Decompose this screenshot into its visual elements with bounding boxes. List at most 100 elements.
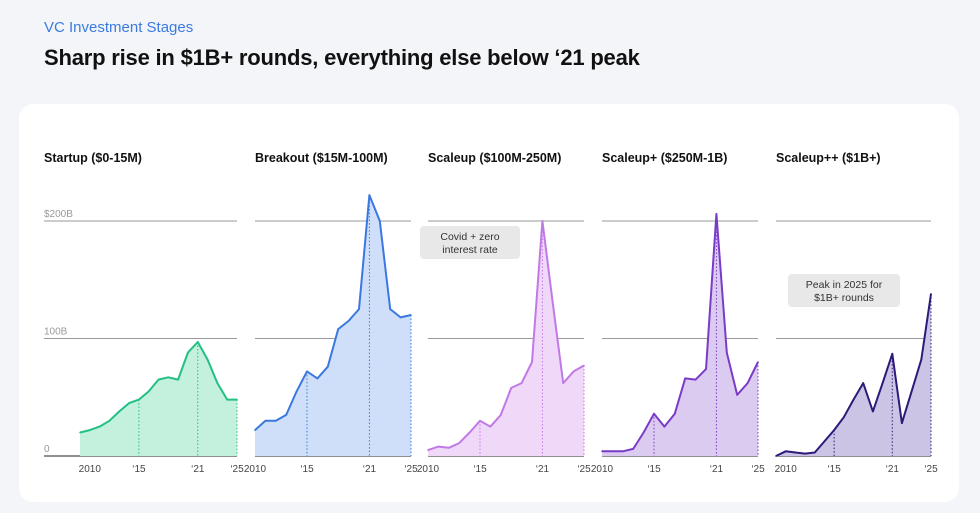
point-3-2016: [489, 425, 492, 428]
point-4-2015: [653, 412, 655, 415]
point-2-2015: [306, 370, 308, 373]
point-3-2013: [458, 442, 461, 444]
y-label-0: 0: [44, 444, 50, 455]
point-3-2017: [500, 414, 502, 416]
x-tick-2025-panel-3: ‘25: [577, 464, 591, 475]
point-4-2013: [632, 448, 634, 450]
area-2: [255, 195, 411, 456]
point-3-2012: [448, 447, 450, 449]
point-4-2012: [622, 450, 624, 453]
point-2-2018: [337, 328, 340, 330]
x-tick-2015-panel-5: ‘15: [827, 464, 841, 475]
point-4-2010: [601, 450, 603, 453]
x-tick-2025-panel-4: ‘25: [751, 464, 765, 475]
point-4-2020: [705, 368, 707, 370]
point-4-2017: [674, 412, 676, 415]
x-tick-2021-panel-3: ‘21: [536, 464, 550, 475]
point-1-2009: [79, 431, 81, 434]
point-5-2022: [901, 422, 903, 424]
annotation-text-2-1: Peak in 2025 for: [806, 279, 883, 291]
point-5-2013: [814, 451, 816, 454]
point-2-2020: [358, 308, 360, 310]
point-2-2011: [264, 420, 267, 422]
area-5: [776, 293, 931, 456]
line-3: [427, 220, 585, 452]
point-5-2016: [843, 416, 845, 419]
point-2-2023: [389, 308, 392, 310]
point-1-2024: [226, 398, 228, 401]
point-2-2021: [368, 194, 371, 196]
point-2-2019: [347, 320, 350, 322]
annotation-text-1-2: interest rate: [442, 244, 498, 256]
y-label-100: 100B: [44, 327, 68, 338]
panel-title-3: Scaleup ($100M-250M): [428, 151, 561, 165]
point-1-2022: [206, 358, 209, 361]
point-1-2011: [98, 425, 101, 428]
point-5-2021: [891, 353, 894, 355]
kicker: VC Investment Stages: [44, 19, 194, 36]
x-tick-2021-panel-1: ‘21: [191, 464, 205, 475]
area-1: [80, 342, 237, 456]
point-1-2023: [216, 382, 219, 384]
point-2-2016: [316, 377, 319, 380]
x-tick-2021-panel-5: ‘21: [886, 464, 900, 475]
x-tick-2015-panel-3: ‘15: [473, 464, 487, 475]
panel-title-2: Breakout ($15M-100M): [255, 151, 388, 165]
point-5-2017: [852, 398, 855, 401]
point-1-2018: [167, 376, 170, 379]
point-4-2018: [684, 377, 686, 380]
x-tick-2025-panel-1: ‘25: [230, 464, 244, 475]
point-1-2019: [177, 378, 179, 381]
point-2-2024: [399, 316, 402, 319]
y-label-200: $200B: [44, 209, 73, 220]
point-2-2022: [379, 220, 381, 222]
point-5-2015: [833, 429, 835, 431]
x-tick-2010-panel-5: 2010: [775, 464, 798, 475]
annotation-text-1-1: Covid + zero: [440, 231, 499, 243]
headline: Sharp rise in $1B+ rounds, everything el…: [44, 45, 640, 70]
point-5-2019: [872, 410, 874, 413]
x-tick-2010-panel-1: 2010: [79, 464, 102, 475]
point-5-2012: [804, 452, 806, 455]
point-2-2010: [254, 429, 256, 431]
x-tick-2025-panel-5: ‘25: [924, 464, 938, 475]
line-4: [602, 212, 759, 453]
point-5-2023: [910, 390, 913, 393]
annotation-box-1: [420, 226, 520, 259]
point-5-2011: [794, 451, 797, 454]
x-tick-2025-panel-2: ‘25: [404, 464, 418, 475]
x-tick-2015-panel-1: ‘15: [132, 464, 146, 475]
point-4-2016: [663, 425, 666, 428]
point-3-2014: [468, 431, 471, 434]
point-4-2024: [746, 382, 749, 384]
point-1-2013: [118, 410, 121, 413]
x-tick-2021-panel-2: ‘21: [363, 464, 377, 475]
point-3-2015: [479, 420, 481, 422]
point-4-2021: [715, 213, 718, 215]
point-4-2022: [726, 351, 728, 354]
point-1-2021: [197, 341, 199, 343]
point-1-2016: [147, 390, 150, 393]
point-3-2023: [562, 382, 564, 384]
point-3-2019: [520, 382, 523, 384]
point-1-2017: [157, 378, 160, 381]
line-2: [254, 194, 412, 431]
line-5: [775, 293, 932, 457]
point-2-2017: [327, 365, 329, 368]
annotation-box-2: [788, 274, 900, 307]
x-tick-2010-panel-4: 2010: [591, 464, 614, 475]
point-2-2012: [275, 420, 277, 422]
point-3-2010: [427, 449, 429, 451]
x-tick-2015-panel-2: ‘15: [300, 464, 314, 475]
point-3-2018: [510, 387, 512, 389]
point-5-2025: [930, 293, 932, 295]
x-tick-2015-panel-4: ‘15: [647, 464, 661, 475]
point-5-2024: [920, 358, 923, 361]
point-5-2020: [881, 382, 884, 384]
point-4-2023: [736, 394, 738, 396]
point-1-2012: [108, 420, 111, 422]
area-4: [602, 213, 758, 456]
point-4-2025: [757, 361, 759, 363]
panel-title-5: Scaleup++ ($1B+): [776, 151, 881, 165]
